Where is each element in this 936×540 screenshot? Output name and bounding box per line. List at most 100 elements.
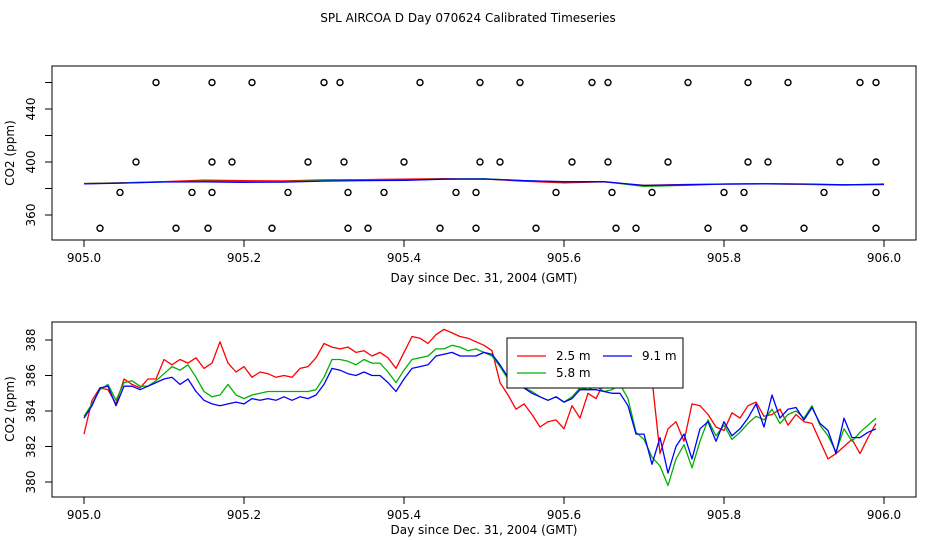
calibration-point xyxy=(744,158,752,166)
calibration-point xyxy=(344,188,352,197)
calibration-point xyxy=(684,78,692,87)
calibration-point xyxy=(764,158,772,166)
calibration-point xyxy=(872,78,880,87)
y-tick-label: 380 xyxy=(24,471,38,494)
top-x-ticks: 905.0 905.2 905.4 905.6 905.8 906.0 xyxy=(67,240,901,265)
calibration-point xyxy=(208,188,216,197)
calibration-point xyxy=(476,158,484,166)
calibration-point xyxy=(96,224,104,232)
calibration-point xyxy=(152,78,160,87)
calibration-point xyxy=(204,224,212,232)
calibration-point xyxy=(664,158,672,166)
calibration-point xyxy=(720,188,728,197)
calibration-point xyxy=(400,158,408,166)
calibration-point xyxy=(436,224,444,232)
calibration-point xyxy=(284,188,292,197)
series-line-2-5-m xyxy=(83,328,877,460)
calibration-point xyxy=(248,78,256,87)
x-tick-label: 905.8 xyxy=(707,508,741,522)
calibration-point xyxy=(132,158,140,166)
calibration-point xyxy=(872,224,880,232)
calibration-point xyxy=(740,224,748,232)
x-tick-label: 905.0 xyxy=(67,508,101,522)
calibration-point xyxy=(740,188,748,197)
calibration-point xyxy=(208,158,216,166)
bottom-plot-box xyxy=(51,321,917,498)
calibration-point xyxy=(872,158,880,166)
calibration-point xyxy=(340,158,348,166)
calibration-point xyxy=(416,78,424,87)
calibration-point xyxy=(568,158,576,166)
calibration-point xyxy=(380,188,388,197)
calibration-point xyxy=(588,78,596,87)
calibration-point xyxy=(496,158,504,166)
x-tick-label: 905.2 xyxy=(227,251,261,265)
x-tick-label: 905.4 xyxy=(387,508,421,522)
series-line-9-1-m xyxy=(83,351,877,474)
calibration-point xyxy=(472,224,480,232)
legend-box xyxy=(506,337,684,389)
calibration-point xyxy=(304,158,312,166)
calibration-point xyxy=(320,78,328,87)
y-tick-label: 360 xyxy=(24,204,38,227)
bottom-y-ticks: 380 382 384 386 388 xyxy=(24,329,52,494)
calibration-point xyxy=(228,158,236,166)
series-line-5-8-m xyxy=(83,344,877,487)
top-y-axis-label: CO2 (ppm) xyxy=(3,120,17,186)
calibration-point xyxy=(604,78,612,87)
y-tick-label: 384 xyxy=(24,400,38,423)
top-panel: Day since Dec. 31, 2004 (GMT) CO2 (ppm) … xyxy=(3,65,917,285)
y-tick-label: 388 xyxy=(24,329,38,352)
calibration-point xyxy=(612,224,620,232)
x-tick-label: 905.0 xyxy=(67,251,101,265)
calibration-point xyxy=(116,188,124,197)
y-tick-label: 400 xyxy=(24,151,38,174)
x-tick-label: 905.4 xyxy=(387,251,421,265)
series-line-9-1-m xyxy=(83,178,885,187)
calibration-point xyxy=(532,224,540,232)
x-tick-label: 905.6 xyxy=(547,508,581,522)
top-plot-box xyxy=(51,65,917,241)
calibration-point xyxy=(632,224,640,232)
top-y-ticks: 360 400 440 xyxy=(24,82,52,227)
calibration-point xyxy=(800,224,808,232)
y-tick-label: 386 xyxy=(24,364,38,387)
y-tick-label: 382 xyxy=(24,435,38,458)
top-series-lines xyxy=(83,178,885,188)
calibration-point xyxy=(452,188,460,197)
bottom-x-ticks: 905.0 905.2 905.4 905.6 905.8 906.0 xyxy=(67,497,901,522)
calibration-point xyxy=(344,224,352,232)
calibration-point xyxy=(364,224,372,232)
calibration-point xyxy=(552,188,560,197)
calibration-point xyxy=(268,224,276,232)
legend-label-2-5m: 2.5 m xyxy=(556,349,591,363)
calibration-point xyxy=(172,224,180,232)
bottom-series-lines xyxy=(83,328,877,487)
bottom-panel: Day since Dec. 31, 2004 (GMT) CO2 (ppm) … xyxy=(3,321,917,537)
top-calibration-points xyxy=(96,78,880,232)
calibration-point xyxy=(476,78,484,87)
calibration-point xyxy=(188,188,196,197)
calibration-point xyxy=(744,78,752,87)
figure-title: SPL AIRCOA D Day 070624 Calibrated Times… xyxy=(320,11,615,25)
x-tick-label: 905.6 xyxy=(547,251,581,265)
calibration-point xyxy=(872,188,880,197)
x-tick-label: 905.2 xyxy=(227,508,261,522)
top-x-axis-label: Day since Dec. 31, 2004 (GMT) xyxy=(391,271,578,285)
legend: 2.5 m 5.8 m 9.1 m xyxy=(506,337,684,389)
bottom-x-axis-label: Day since Dec. 31, 2004 (GMT) xyxy=(391,523,578,537)
calibration-point xyxy=(836,158,844,166)
legend-label-9-1m: 9.1 m xyxy=(642,349,677,363)
calibration-point xyxy=(784,78,792,87)
calibration-point xyxy=(820,188,828,197)
calibration-point xyxy=(336,78,344,87)
calibration-point xyxy=(856,78,864,87)
calibration-point xyxy=(648,188,656,197)
calibration-point xyxy=(208,78,216,87)
legend-label-5-8m: 5.8 m xyxy=(556,366,591,380)
bottom-y-axis-label: CO2 (ppm) xyxy=(3,376,17,442)
y-tick-label: 440 xyxy=(24,98,38,121)
calibration-point xyxy=(704,224,712,232)
calibration-point xyxy=(516,78,524,87)
